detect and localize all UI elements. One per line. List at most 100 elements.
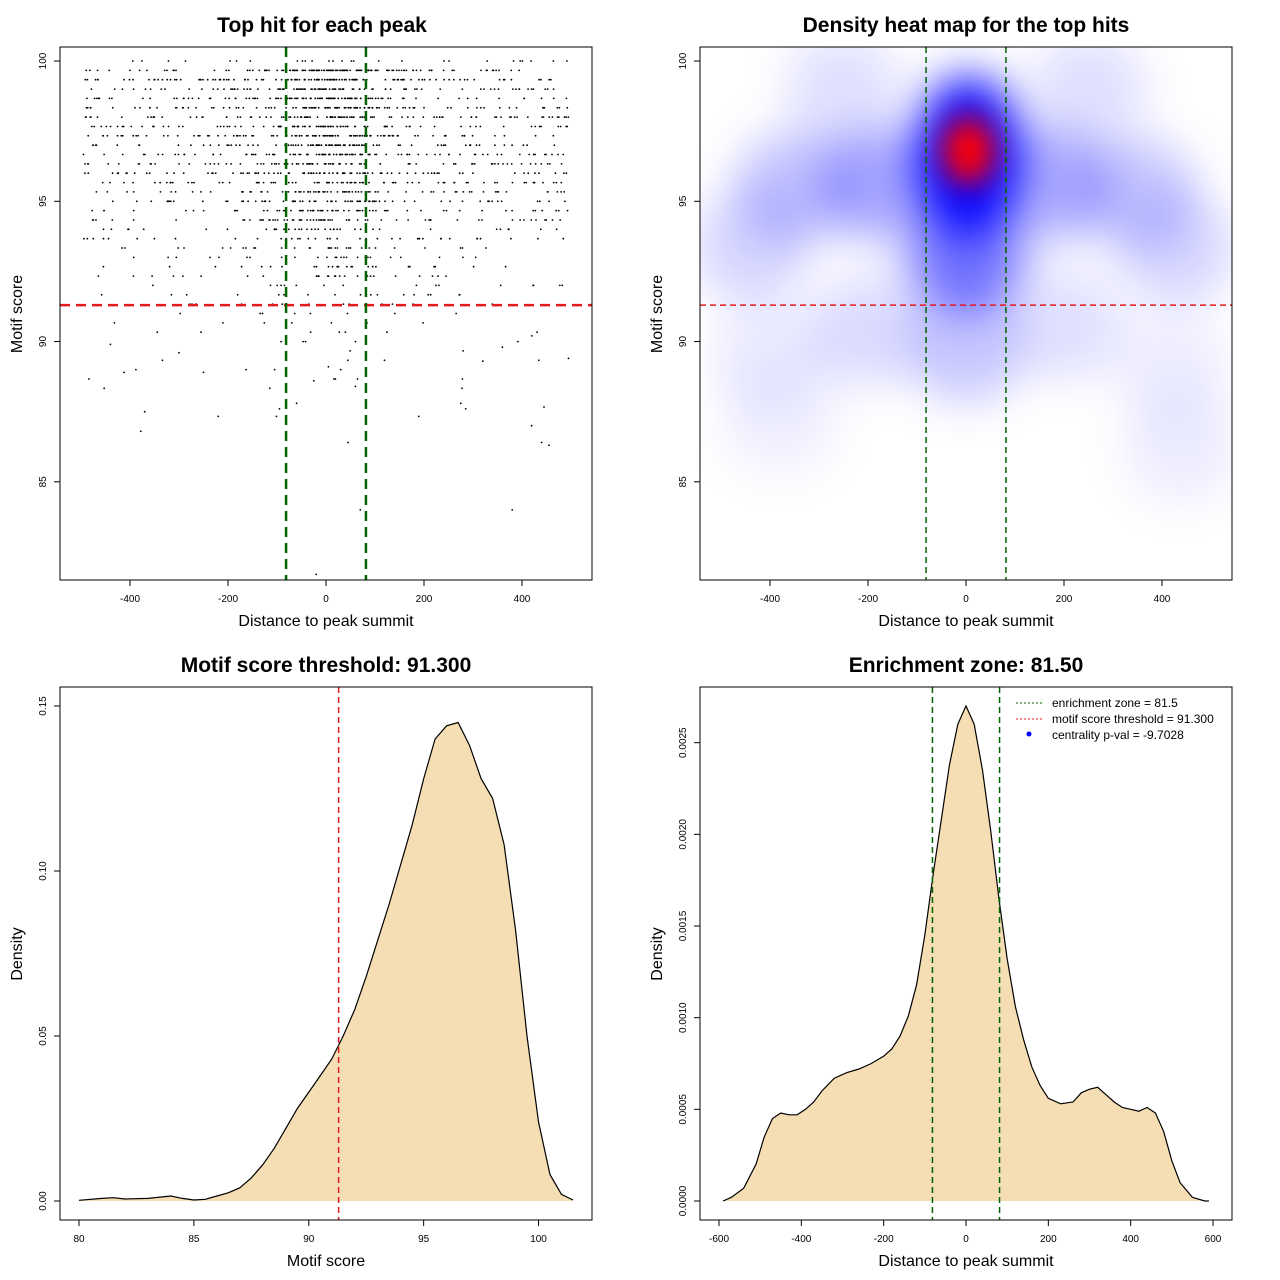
scatter-point (448, 237, 451, 240)
scatter-point (255, 78, 258, 81)
x-tick-label: 95 (418, 1234, 430, 1245)
scatter-point (551, 153, 553, 156)
x-tick-label: 85 (188, 1234, 200, 1245)
scatter-point (310, 228, 313, 231)
scatter-point (361, 153, 364, 156)
scatter-point (172, 200, 175, 203)
scatter-point (550, 78, 552, 81)
scatter-point (380, 172, 383, 175)
scatter-point (268, 88, 271, 90)
scatter-point (263, 322, 266, 324)
scatter-point (270, 116, 272, 118)
scatter-point (110, 228, 113, 231)
scatter-point (453, 181, 455, 184)
scatter-point (526, 144, 528, 147)
scatter-point (277, 293, 280, 296)
scatter-point (209, 163, 212, 165)
scatter-point (315, 144, 318, 147)
scatter-point (272, 125, 275, 128)
scatter-point (210, 106, 213, 109)
scatter-point (508, 106, 511, 109)
scatter-point (317, 228, 320, 231)
scatter-point (175, 256, 178, 259)
scatter-point (244, 134, 247, 137)
scatter-point (178, 163, 181, 165)
density-curve (78, 721, 574, 1201)
legend-label-centrality: centrality p-val = -9.7028 (1052, 728, 1184, 742)
scatter-point (339, 144, 342, 147)
scatter-point (145, 134, 148, 137)
scatter-point (177, 153, 180, 156)
scatter-point (167, 134, 169, 137)
scatter-point (299, 219, 302, 221)
scatter-point (471, 134, 474, 137)
scatter-point (430, 69, 433, 72)
scatter-point (90, 125, 93, 128)
x-tick-label: -400 (760, 594, 780, 605)
scatter-point (223, 78, 225, 81)
scatter-point (548, 200, 550, 203)
scatter-point (343, 144, 346, 147)
scatter-point (348, 144, 351, 147)
scatter-point (293, 116, 296, 118)
scatter-point (495, 116, 498, 118)
scatter-point (247, 144, 250, 147)
scatter-point (294, 181, 297, 184)
scatter-point (293, 312, 296, 315)
scatter-point (341, 78, 343, 81)
scatter-point (387, 191, 390, 193)
x-tick-label: 100 (530, 1234, 547, 1245)
scatter-point (96, 116, 99, 118)
scatter-point (305, 134, 308, 137)
scatter-point (504, 265, 507, 268)
scatter-point (262, 219, 265, 221)
scatter-point (314, 97, 317, 100)
scatter-point (512, 60, 515, 62)
scatter-point (374, 191, 377, 193)
scatter-point (279, 172, 282, 175)
scatter-point (500, 116, 502, 118)
scatter-point (276, 134, 279, 137)
scatter-point (178, 351, 180, 354)
scatter-point (337, 116, 340, 118)
scatter-point (510, 78, 513, 81)
scatter-point (185, 293, 188, 296)
scatter-point (369, 116, 372, 118)
scatter-point (338, 106, 341, 109)
scatter-point (323, 284, 325, 287)
scatter-point (306, 116, 309, 118)
scatter-point (198, 134, 201, 137)
scatter-point (213, 163, 216, 165)
heatmap-x-label: Distance to peak summit (878, 613, 1054, 630)
scatter-point (239, 134, 241, 137)
scatter-point (214, 78, 217, 81)
scatter-point (328, 247, 331, 249)
scatter-point (366, 219, 369, 221)
scatter-point (479, 237, 482, 240)
scatter-point (152, 284, 154, 287)
scatter-point (316, 163, 319, 165)
scatter-point (350, 153, 353, 156)
distance-density-x-label: Distance to peak summit (878, 1253, 1054, 1270)
scatter-point (519, 219, 521, 221)
scatter-point (534, 163, 537, 165)
scatter-point (458, 209, 461, 212)
scatter-point (479, 88, 482, 90)
scatter-point (324, 144, 327, 147)
score-density-x-label: Motif score (287, 1253, 365, 1270)
scatter-point (383, 134, 386, 137)
scatter-point (326, 78, 329, 81)
scatter-point (349, 69, 351, 72)
scatter-point (313, 106, 316, 109)
scatter-point (320, 209, 323, 212)
scatter-point (333, 228, 335, 231)
scatter-point (318, 78, 320, 81)
scatter-point (260, 191, 262, 193)
scatter-point (330, 322, 333, 324)
scatter-point (107, 237, 110, 240)
scatter-point (378, 200, 381, 203)
scatter-point (302, 172, 304, 175)
scatter-point (255, 181, 258, 184)
scatter-point (222, 106, 225, 109)
scatter-point (275, 228, 278, 231)
